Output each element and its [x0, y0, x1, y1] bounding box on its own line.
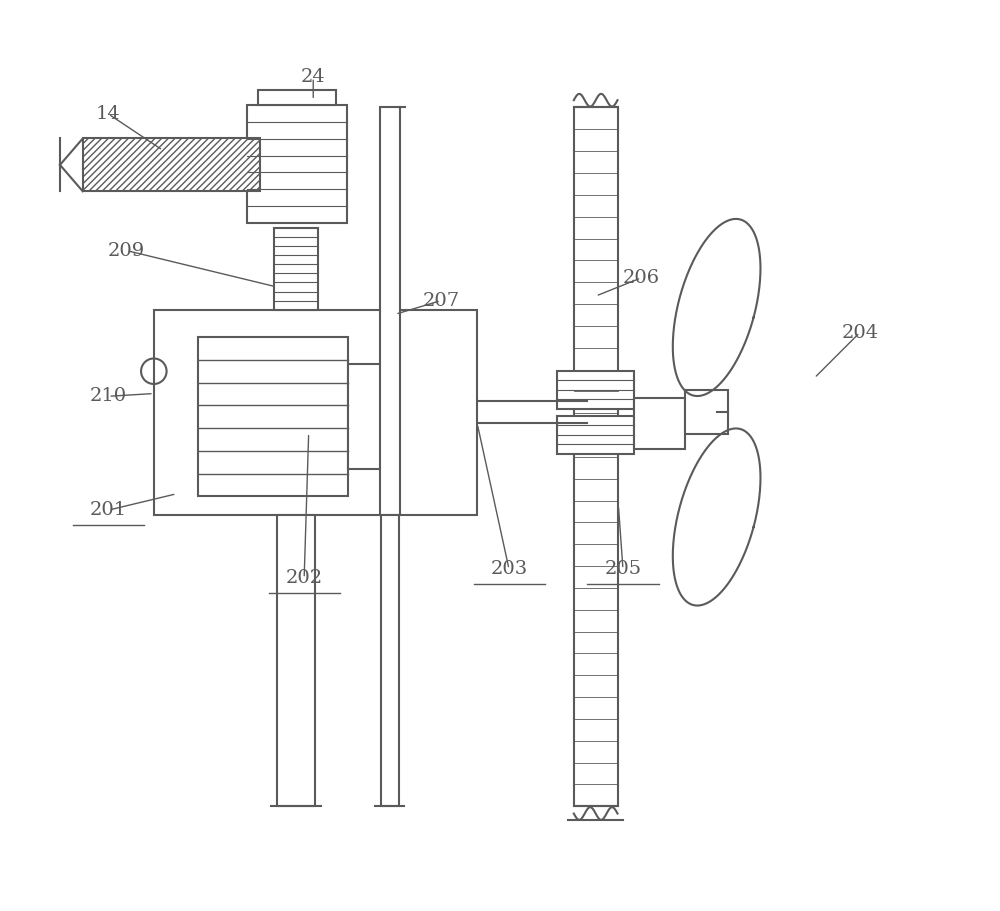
- Text: 205: 205: [604, 560, 642, 578]
- Bar: [557, 415, 634, 454]
- Bar: [198, 337, 348, 496]
- Text: 207: 207: [422, 292, 459, 310]
- Bar: [685, 390, 728, 435]
- Text: 206: 206: [623, 269, 660, 287]
- Bar: [154, 310, 477, 515]
- Text: 24: 24: [301, 68, 326, 87]
- Text: 210: 210: [90, 387, 127, 405]
- Bar: [380, 107, 400, 515]
- Text: 202: 202: [286, 569, 323, 588]
- Text: 14: 14: [96, 105, 121, 123]
- Bar: [634, 398, 685, 449]
- Bar: [274, 228, 318, 310]
- Bar: [277, 515, 315, 806]
- Text: 209: 209: [108, 241, 145, 260]
- Bar: [381, 515, 399, 806]
- Bar: [83, 138, 260, 191]
- Text: 201: 201: [90, 501, 127, 519]
- Text: 203: 203: [490, 560, 528, 578]
- Bar: [574, 107, 618, 806]
- Bar: [247, 105, 347, 223]
- Text: 204: 204: [841, 323, 878, 342]
- Bar: [557, 371, 634, 408]
- Bar: [348, 364, 389, 469]
- Bar: [258, 90, 336, 105]
